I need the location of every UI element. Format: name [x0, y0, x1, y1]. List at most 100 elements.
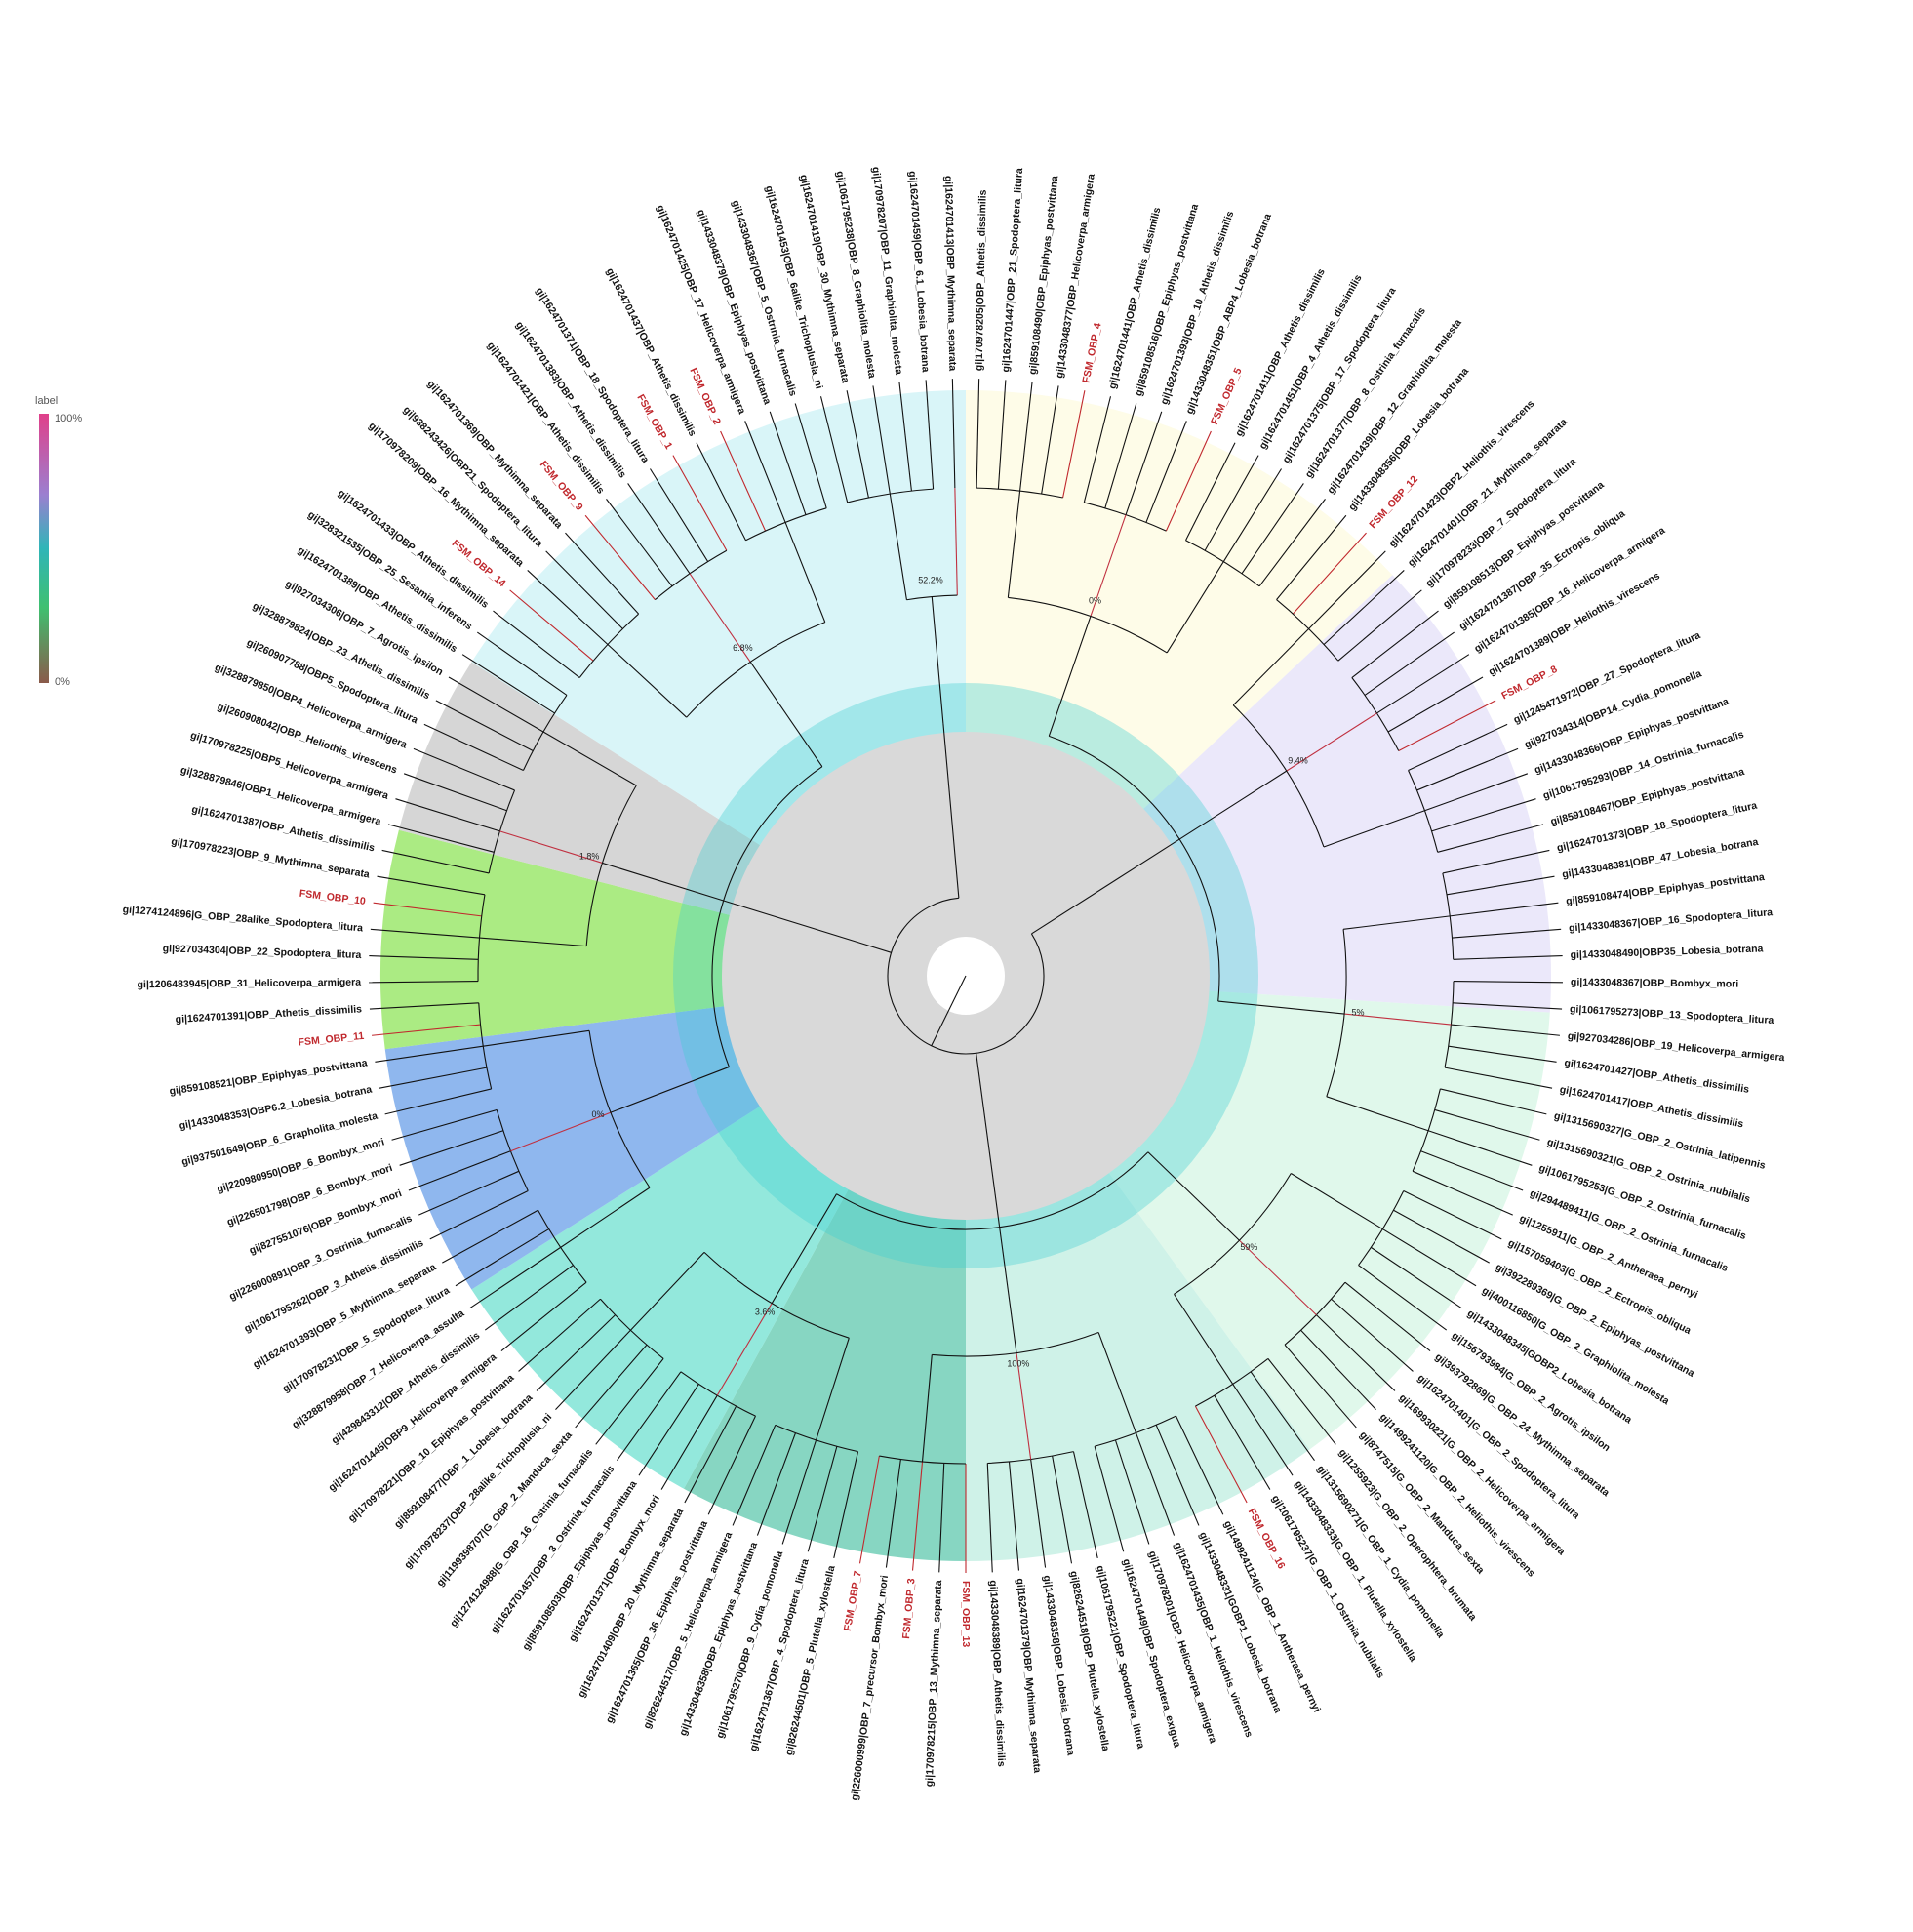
branch — [477, 631, 568, 696]
leaf-label: gi|1433048490|OBP35_Lobesia_botrana — [1570, 943, 1763, 961]
leaf-label: gi|1061795273|OBP_13_Spodoptera_litura — [1570, 1003, 1774, 1026]
branch — [375, 1045, 484, 1063]
branch — [784, 522, 826, 623]
support-label: 0% — [1089, 595, 1101, 605]
branch — [1090, 514, 1127, 617]
branch — [455, 1228, 549, 1287]
branch — [1440, 1088, 1547, 1115]
branch — [560, 1187, 651, 1248]
branch — [429, 1190, 529, 1240]
branch — [607, 644, 688, 718]
branch — [369, 1002, 479, 1010]
branch — [1267, 1358, 1336, 1445]
branch — [749, 662, 823, 767]
leaf-label: gi|170978205|OBP_Athetis_dissimilis — [974, 189, 989, 371]
branch — [1185, 442, 1236, 541]
branch — [885, 1459, 901, 1568]
branch — [370, 928, 480, 939]
leaf-label: gi|1624701459|OBP_6.1_Lobesia_botrana — [906, 171, 932, 373]
branch — [1442, 849, 1550, 874]
leaf-label: gi|226501798|OBP_6_Bombyx_mori — [225, 1162, 394, 1228]
branch — [381, 849, 490, 874]
branch — [997, 380, 1007, 490]
branch — [1343, 1013, 1452, 1026]
branch — [527, 570, 609, 645]
branch — [911, 1461, 924, 1571]
branch — [1165, 430, 1212, 532]
branch — [925, 380, 935, 490]
branch — [1351, 610, 1439, 678]
branch — [442, 1209, 538, 1264]
branch — [660, 1394, 718, 1490]
branch — [1176, 1415, 1224, 1515]
branch — [1451, 1024, 1560, 1036]
branch — [483, 1029, 590, 1047]
branch — [1083, 396, 1112, 503]
branch — [1416, 747, 1519, 791]
branch — [403, 773, 507, 812]
branch — [1337, 589, 1422, 662]
branch — [423, 723, 524, 772]
branch — [1031, 838, 1180, 935]
branch — [649, 468, 709, 562]
branch — [794, 403, 827, 508]
branch — [1238, 1239, 1317, 1315]
branch — [627, 483, 691, 575]
branch — [1431, 798, 1536, 832]
branch — [1041, 385, 1059, 495]
branch — [1444, 1067, 1553, 1089]
branch — [1387, 676, 1484, 733]
branch — [1398, 700, 1496, 752]
support-label: 1.8% — [579, 851, 600, 861]
leaf-label: gi|827551076|OBP_Bombyx_mori — [248, 1187, 404, 1257]
branch — [1323, 570, 1405, 645]
branch — [369, 981, 479, 984]
clade-sector — [384, 992, 851, 1290]
branch — [999, 1227, 1017, 1353]
branch — [1232, 1384, 1294, 1476]
branch — [1403, 1190, 1502, 1240]
legend-min: 0% — [55, 676, 70, 688]
support-label: 100% — [1007, 1358, 1029, 1368]
branch — [1222, 468, 1283, 562]
branch — [1178, 770, 1288, 840]
branch — [1452, 928, 1562, 939]
branch — [565, 532, 640, 615]
branch — [1326, 1096, 1429, 1132]
leaf-label: gi|1624701379|OBP_Mythimna_separata — [1014, 1578, 1043, 1774]
branch — [1453, 981, 1563, 984]
branch — [696, 442, 746, 541]
leaf-label: gi|927034286|OBP_19_Helicoverpa_armigera — [1567, 1030, 1785, 1064]
legend-title: label — [35, 395, 58, 407]
branch — [408, 1150, 511, 1191]
branch — [461, 654, 555, 714]
branch — [500, 1281, 587, 1352]
leaf-label: gi|170978215|OBP_13_Mythimna_separata — [924, 1580, 944, 1787]
branch — [484, 1265, 574, 1331]
clade-sector — [398, 662, 851, 943]
branch — [1316, 1314, 1396, 1391]
branch — [1453, 955, 1563, 960]
branch — [369, 955, 479, 960]
branch — [1286, 712, 1377, 772]
branch — [756, 1432, 797, 1536]
leaf-label: gi|1061795270|OBP_9_Cydia_pomonella — [714, 1550, 785, 1740]
branch — [816, 1338, 850, 1441]
branch — [1412, 1170, 1513, 1216]
support-label: 59% — [1240, 1242, 1257, 1252]
branch — [448, 676, 544, 733]
clade-sector — [380, 829, 834, 1050]
branch — [732, 1425, 777, 1526]
branch — [1393, 1209, 1490, 1264]
clade-sector — [683, 1095, 966, 1561]
legend-max: 100% — [55, 413, 82, 424]
branch — [1072, 1451, 1098, 1558]
leaf-label: FSM_OBP_5 — [1209, 366, 1245, 426]
leaf-label: gi|859108516|OBP_Epiphyas_postvittana — [1133, 203, 1201, 398]
branch — [1323, 810, 1425, 848]
branch — [379, 1067, 488, 1089]
branch — [872, 385, 891, 495]
leaf-label: FSM_OBP_13 — [960, 1581, 972, 1647]
branch — [1450, 902, 1559, 917]
